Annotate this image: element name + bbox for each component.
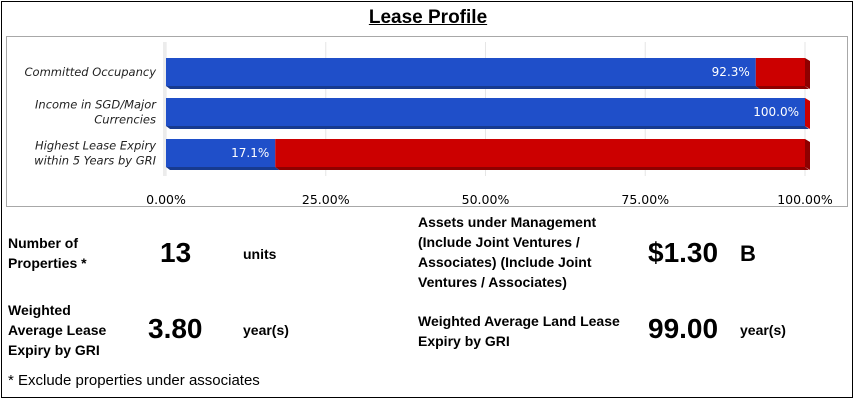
- category-label: within 5 Years by GRI: [34, 154, 156, 168]
- wale-label-line: Expiry by GRI: [8, 342, 100, 358]
- data-label: 92.3%: [712, 65, 750, 79]
- category-label: Income in SGD/Major: [35, 98, 157, 112]
- x-tick-label: 100.00%: [777, 192, 833, 207]
- properties-value: 13: [160, 237, 192, 268]
- aum-label-line: Ventures / Associates): [418, 274, 567, 290]
- aum-label: Assets under Management (Include Joint V…: [418, 212, 596, 292]
- wale-unit: year(s): [243, 322, 289, 338]
- wale-label-line: Weighted: [8, 302, 71, 318]
- bar-value: [166, 58, 756, 86]
- x-tick-label: 25.00%: [302, 192, 350, 207]
- data-label: 100.0%: [753, 105, 799, 119]
- properties-label: Number of Properties *: [8, 233, 87, 273]
- aum-label-line: (Include Joint Ventures /: [418, 234, 580, 250]
- land-lease-unit: year(s): [740, 322, 786, 338]
- bar-remainder-shadow: [755, 86, 809, 89]
- bar-value-shadow: [166, 126, 809, 129]
- wale-label: Weighted Average Lease Expiry by GRI: [8, 300, 106, 360]
- properties-label-line: Number of: [8, 235, 78, 251]
- aum-unit: B: [740, 241, 756, 266]
- category-label: Highest Lease Expiry: [35, 139, 156, 153]
- wale-label-line: Average Lease: [8, 322, 107, 338]
- data-label: 17.1%: [231, 146, 269, 160]
- wale-value: 3.80: [148, 313, 203, 344]
- footnote: * Exclude properties under associates: [8, 372, 260, 389]
- axis-wall: [163, 42, 166, 176]
- bar-value-shadow: [166, 167, 280, 170]
- bar-end-cap: [805, 98, 810, 129]
- land-lease-label-line: Expiry by GRI: [418, 333, 510, 349]
- properties-unit: units: [243, 246, 277, 262]
- bar-value-shadow: [166, 86, 760, 89]
- x-tick-label: 0.00%: [146, 192, 186, 207]
- x-tick-label: 75.00%: [621, 192, 669, 207]
- bar-end-cap: [805, 58, 810, 89]
- bar-remainder: [275, 139, 805, 167]
- properties-label-line: Properties *: [8, 255, 87, 271]
- bar-value: [166, 139, 276, 167]
- aum-value: $1.30: [648, 237, 719, 268]
- bar-remainder-shadow: [275, 167, 809, 170]
- category-label: Currencies: [94, 113, 156, 127]
- land-lease-label-line: Weighted Average Land Lease: [418, 313, 620, 329]
- bar-value: [166, 98, 805, 126]
- bar-remainder: [755, 58, 805, 86]
- chart-area: [6, 36, 848, 207]
- chart-title: Lease Profile: [368, 7, 488, 28]
- land-lease-label: Weighted Average Land Lease Expiry by GR…: [418, 311, 620, 351]
- category-label: Committed Occupancy: [25, 65, 157, 79]
- aum-label-line: Associates) (Include Joint: [418, 254, 592, 270]
- bar-end-cap: [805, 139, 810, 170]
- aum-label-line: Assets under Management: [418, 214, 597, 230]
- lease-profile-chart: 92.3% Committed Occupancy 100.0% Income in …: [25, 42, 833, 207]
- x-tick-label: 50.00%: [462, 192, 510, 207]
- land-lease-value: 99.00: [648, 313, 719, 344]
